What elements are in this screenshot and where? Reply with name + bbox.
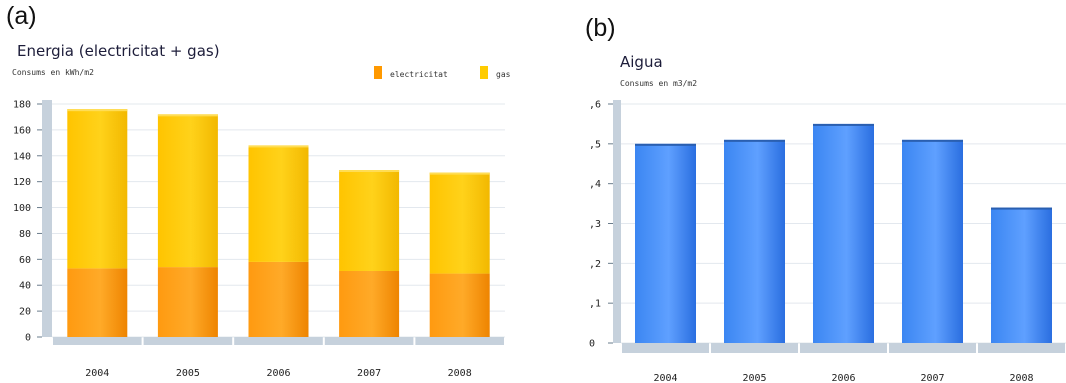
b-floor-segment	[889, 343, 976, 353]
a-y-tick-label: 40	[19, 281, 31, 292]
chart-panel-b: (b) Aigua Consums en m3/m2 0 ,1 ,2 ,3 ,4 ,5 ,6…	[533, 0, 1066, 383]
a-bar-gas-2007	[339, 170, 400, 271]
a-bar-electricitat-2007	[339, 270, 400, 337]
b-bar-2008	[991, 207, 1052, 343]
b-bar-cap	[635, 143, 696, 146]
a-bar-electricitat-2008	[429, 273, 490, 337]
a-legend-label-electricitat: electricitat	[390, 70, 448, 79]
b-bar-2004	[635, 143, 696, 343]
a-y-tick-label: 0	[25, 333, 31, 344]
a-x-tick-label: 2007	[357, 368, 381, 379]
water-chart: 0 ,1 ,2 ,3 ,4 ,5 ,6 2004 2005 2006 2007 2008	[589, 100, 1066, 383]
b-bar-2007	[902, 139, 963, 343]
b-y-tick-label: ,5	[589, 139, 601, 150]
a-legend-label-gas: gas	[496, 70, 511, 79]
b-y-tick-label: 0	[589, 339, 595, 350]
a-y-tick-label: 140	[13, 151, 31, 162]
b-floor-segment	[800, 343, 887, 353]
b-y-axis-wall	[613, 100, 621, 343]
chart-panel-a: (a) Energia (electricitat + gas) Consums…	[6, 2, 511, 380]
a-y-tick-label: 100	[13, 203, 31, 214]
b-y-tick-label: ,6	[589, 100, 601, 111]
a-x-tick-label: 2004	[85, 368, 109, 379]
a-x-tick-label: 2006	[266, 368, 290, 379]
a-legend-swatch-gas	[480, 66, 488, 79]
b-x-tick-label: 2005	[742, 373, 766, 383]
a-y-tick-label: 180	[13, 100, 31, 111]
a-floor-segment	[234, 337, 323, 345]
a-bar-electricitat-2006	[248, 261, 309, 337]
a-y-tick-label: 20	[19, 307, 31, 318]
a-bar-cap	[429, 172, 490, 175]
a-y-axis-wall	[42, 100, 52, 337]
b-floor-segment	[622, 343, 709, 353]
b-bar-cap	[813, 123, 874, 126]
a-x-tick-label: 2005	[176, 368, 200, 379]
a-floor-segment	[143, 337, 233, 345]
panel-label-b: (b)	[585, 14, 616, 42]
b-bar-2006	[813, 123, 874, 344]
panel-label-a: (a)	[6, 2, 37, 30]
b-floor-segment	[978, 343, 1065, 353]
a-y-tick-label: 120	[13, 177, 31, 188]
a-bar-cap	[248, 145, 309, 148]
a-bar-gas-2006	[248, 145, 309, 262]
b-x-tick-label: 2006	[831, 373, 855, 383]
a-x-tick-label: 2008	[448, 368, 472, 379]
a-bar-electricitat-2005	[157, 267, 218, 337]
a-y-tick-label: 160	[13, 125, 31, 136]
a-bar-gas-2008	[429, 172, 490, 274]
a-floor-segment	[324, 337, 414, 345]
b-x-tick-label: 2008	[1009, 373, 1033, 383]
a-bar-cap	[67, 109, 128, 112]
b-x-tick-label: 2007	[920, 373, 944, 383]
energy-chart: 0 20 40 60 80 100 120 140 160 180 2004 2005 2006 2007…	[13, 66, 511, 379]
a-legend-swatch-electricitat	[374, 66, 382, 79]
b-bar-cap	[724, 139, 785, 142]
a-y-tick-label: 80	[19, 229, 31, 240]
chart-title-a: Energia (electricitat + gas)	[17, 42, 220, 60]
b-bar-2005	[724, 139, 785, 343]
chart-subtitle-b: Consums en m3/m2	[620, 79, 698, 88]
a-bar-cap	[157, 114, 218, 117]
chart-title-b: Aigua	[620, 53, 663, 71]
b-bar-cap	[902, 139, 963, 142]
b-x-tick-label: 2004	[653, 373, 677, 383]
a-bar-gas-2005	[157, 114, 218, 268]
b-bar-cap	[991, 207, 1052, 210]
a-bar-cap	[339, 170, 400, 173]
a-floor-segment	[53, 337, 142, 345]
b-y-tick-label: ,4	[589, 179, 601, 190]
a-bar-gas-2004	[67, 109, 128, 269]
b-y-tick-label: ,3	[589, 219, 601, 230]
a-bar-electricitat-2004	[67, 268, 128, 337]
b-y-tick-label: ,2	[589, 259, 601, 270]
a-floor-segment	[415, 337, 504, 345]
a-y-tick-label: 60	[19, 255, 31, 266]
chart-subtitle-a: Consums en kWh/m2	[12, 68, 94, 77]
b-y-tick-label: ,1	[589, 299, 601, 310]
b-floor-segment	[711, 343, 798, 353]
